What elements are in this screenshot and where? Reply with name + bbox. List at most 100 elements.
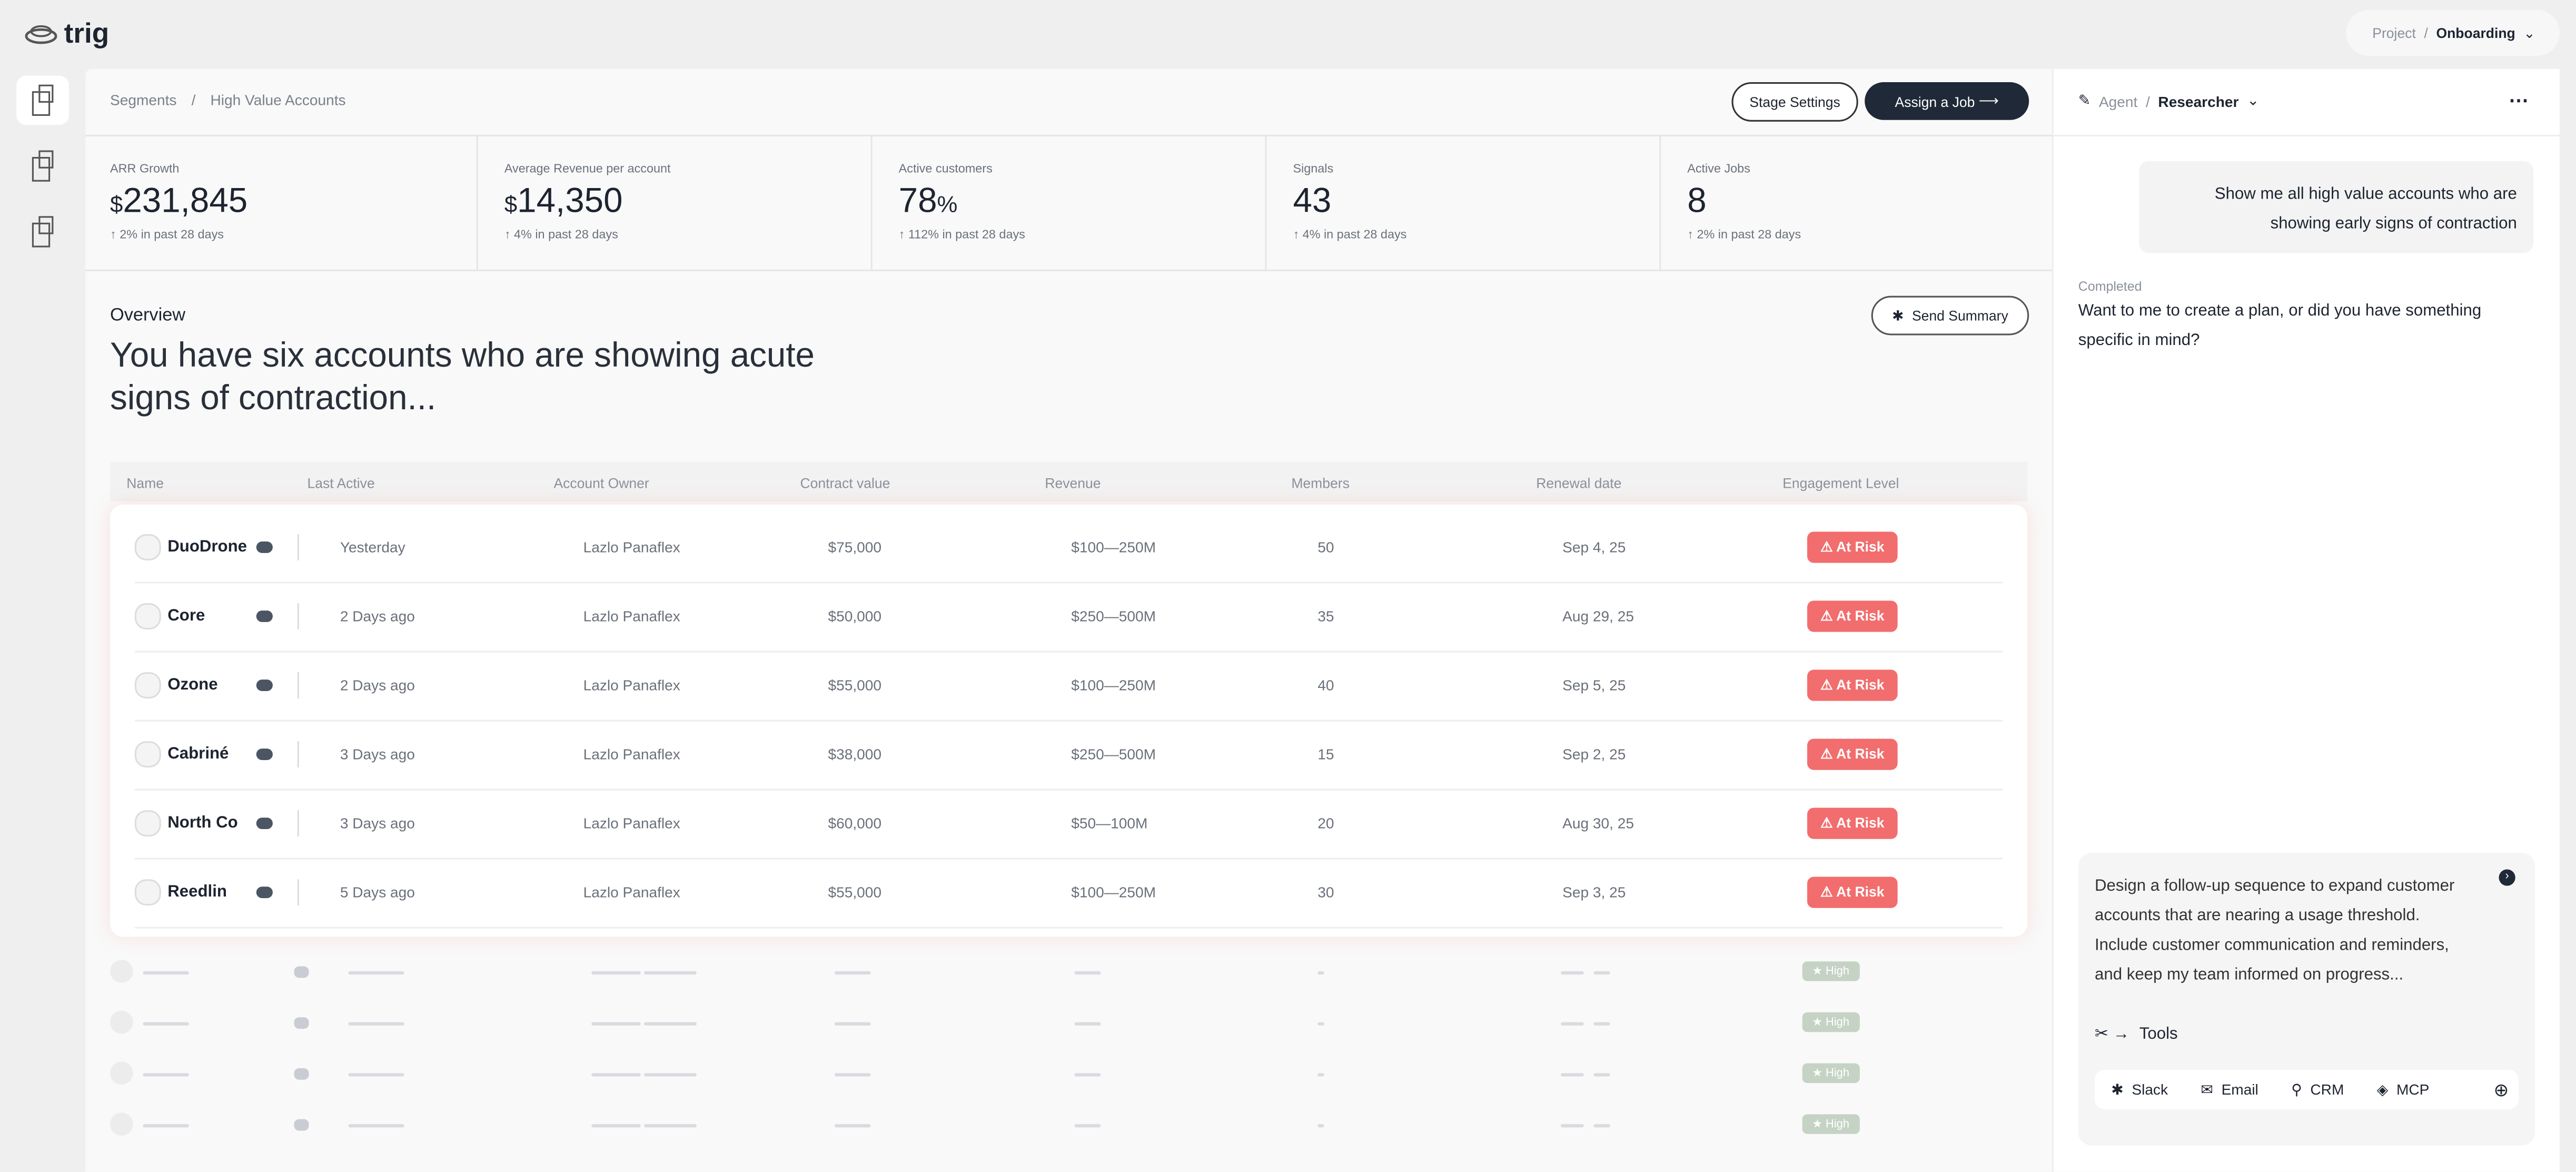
metric-number: 14,350 — [517, 182, 623, 221]
placeholder-bar — [348, 1124, 404, 1128]
send-button[interactable]: › — [2499, 869, 2515, 886]
table-row[interactable]: Core 2 Days ago Lazlo Panaflex $50,000 $250—… — [134, 582, 2003, 653]
cell: Lazlo Panaflex — [583, 815, 680, 832]
placeholder-bar — [644, 1022, 697, 1026]
account-name: DuoDrone — [167, 538, 247, 557]
status-badge: ⚠ At Risk — [1807, 669, 1898, 701]
placeholder-bar — [348, 971, 404, 975]
table-row[interactable]: Ozone 2 Days ago Lazlo Panaflex $55,000 $100… — [134, 651, 2003, 722]
agent-label: Agent — [2098, 93, 2138, 110]
column-header: Revenue — [1045, 475, 1101, 491]
placeholder-bar — [834, 971, 871, 975]
metric-change: ↑ 2% in past 28 days — [110, 226, 224, 242]
placeholder-avatar — [110, 1010, 133, 1034]
agent-header: ✎ Agent / Researcher ⌄ — [2078, 92, 2260, 110]
divider — [297, 879, 299, 906]
cell: Sep 5, 25 — [1562, 677, 1626, 694]
cell: 2 Days ago — [340, 608, 415, 625]
placeholder-bar — [1561, 971, 1584, 975]
metric-prefix: $ — [504, 190, 518, 217]
placeholder-bar — [1593, 1124, 1610, 1128]
project-selector[interactable]: Project / Onboarding ⌄ — [2346, 9, 2560, 56]
breadcrumb-item[interactable]: Segments — [110, 92, 177, 109]
account-name: North Co — [167, 814, 238, 833]
placeholder-badge: ★ High — [1802, 961, 1859, 981]
cloud-icon — [256, 541, 273, 553]
placeholder-badge: ★ High — [1802, 1114, 1859, 1134]
cell: Lazlo Panaflex — [583, 884, 680, 901]
account-name: Cabriné — [167, 745, 229, 764]
chevron: ⌄ — [2523, 24, 2535, 41]
cell: 3 Days ago — [340, 815, 415, 832]
cell: $250—500M — [1071, 608, 1156, 625]
more-menu[interactable]: ⋯ — [2509, 88, 2529, 112]
placeholder-bar — [1317, 1022, 1324, 1026]
status-badge: ⚠ At Risk — [1807, 738, 1898, 770]
project-name: Onboarding — [2436, 24, 2515, 41]
metric-card: Active customers 78% ↑ 112% in past 28 day… — [874, 134, 1267, 270]
status-badge: ⚠ At Risk — [1807, 807, 1898, 839]
send-summary-button[interactable]: ✱ Send Summary — [1871, 296, 2029, 336]
table-row[interactable]: North Co 3 Days ago Lazlo Panaflex $60,000 $… — [134, 789, 2003, 860]
cell: Yesterday — [340, 539, 405, 556]
cell: $100—250M — [1071, 884, 1156, 901]
cell: 15 — [1317, 746, 1334, 763]
placeholder-badge-text: High — [1826, 1068, 1849, 1080]
agent-name[interactable]: Researcher — [2158, 93, 2239, 110]
placeholder-bar — [143, 1073, 189, 1077]
column-header: Last Active — [307, 475, 375, 491]
cell: 30 — [1317, 884, 1334, 901]
cloud-icon — [256, 679, 273, 691]
metric-prefix: $ — [110, 190, 123, 217]
placeholder-bar — [591, 1022, 641, 1026]
status-badge: ⚠ At Risk — [1807, 531, 1898, 563]
metric-label: Signals — [1293, 161, 1334, 176]
nav-item-active[interactable] — [16, 75, 70, 125]
metric-suffix: % — [937, 190, 958, 217]
assign-job-button[interactable]: Assign a Job ⟶ — [1865, 82, 2029, 120]
stage-settings-button[interactable]: Stage Settings — [1731, 82, 1858, 122]
account-name: Ozone — [167, 676, 218, 695]
metric-label: Average Revenue per account — [504, 161, 671, 176]
slack-icon: ✱ — [1892, 306, 1904, 323]
status-text: At Risk — [1836, 745, 1885, 762]
table-row[interactable]: DuoDrone Yesterday Lazlo Panaflex $75,000 $1… — [134, 513, 2003, 584]
tool-chip[interactable]: ✱ Slack — [2111, 1080, 2168, 1098]
placeholder-bar — [1561, 1073, 1584, 1077]
nav-icons[interactable] — [26, 82, 59, 279]
table-row[interactable]: Reedlin 5 Days ago Lazlo Panaflex $55,000 $1… — [134, 858, 2003, 929]
add-tool[interactable]: ⊕ — [2493, 1080, 2509, 1100]
placeholder-badge-text: High — [1826, 1119, 1849, 1131]
metric-change: ↑ 4% in past 28 days — [1293, 226, 1407, 242]
table-body: DuoDrone Yesterday Lazlo Panaflex $75,000 $1… — [110, 504, 2028, 937]
placeholder-badge-text: High — [1826, 966, 1849, 978]
prompt-box[interactable]: Design a follow-up sequence to expand cu… — [2078, 853, 2535, 1146]
cell: 50 — [1317, 539, 1334, 556]
metric-number: 231,845 — [123, 182, 248, 221]
cell: 35 — [1317, 608, 1334, 625]
placeholder-bar — [1074, 1124, 1101, 1128]
column-header: Engagement Level — [1782, 475, 1899, 491]
cell: $250—500M — [1071, 746, 1156, 763]
tool-chip[interactable]: ✉ Email — [2201, 1080, 2258, 1098]
tool-chip[interactable]: ⚲ CRM — [2291, 1080, 2344, 1098]
placeholder-icon — [294, 966, 309, 978]
tool-name: Slack — [2132, 1081, 2168, 1098]
tool-chip[interactable]: ◈ MCP — [2377, 1080, 2430, 1098]
table-row[interactable]: Cabriné 3 Days ago Lazlo Panaflex $38,000 $2… — [134, 720, 2003, 791]
tool-name: CRM — [2310, 1081, 2344, 1098]
assign-job-label: Assign a Job — [1895, 93, 1975, 110]
status-text: At Risk — [1836, 814, 1885, 831]
metric-card: ARR Growth $231,845 ↑ 2% in past 28 days — [85, 134, 478, 270]
column-header: Name — [126, 475, 164, 491]
cell: 2 Days ago — [340, 677, 415, 694]
main-panel: Segments / High Value Accounts Stage Setti… — [85, 69, 2056, 1172]
placeholder-bar — [834, 1073, 871, 1077]
placeholder-bar — [1593, 1073, 1610, 1077]
placeholder-avatar — [110, 1061, 133, 1085]
tools-bar: ✱ Slack ✉ Email ⚲ CRM ◈ MCP ⊕ — [2094, 1070, 2519, 1109]
cell: 5 Days ago — [340, 884, 415, 901]
status-text: At Risk — [1836, 676, 1885, 693]
